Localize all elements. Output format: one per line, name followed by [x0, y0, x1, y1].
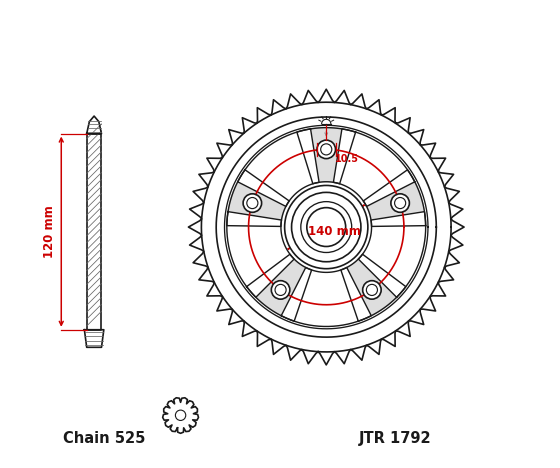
Circle shape: [307, 208, 346, 247]
Circle shape: [243, 194, 262, 212]
Circle shape: [363, 281, 381, 299]
Circle shape: [272, 281, 290, 299]
Polygon shape: [85, 330, 104, 347]
Text: 140 mm: 140 mm: [308, 225, 361, 238]
Text: Chain 525: Chain 525: [63, 431, 145, 446]
Circle shape: [395, 197, 405, 209]
Polygon shape: [227, 212, 294, 297]
Circle shape: [284, 185, 368, 269]
Polygon shape: [341, 254, 406, 321]
Polygon shape: [162, 398, 198, 433]
Circle shape: [225, 125, 428, 329]
Circle shape: [321, 144, 332, 155]
Circle shape: [366, 285, 377, 295]
Polygon shape: [227, 170, 289, 227]
Circle shape: [292, 192, 361, 262]
Polygon shape: [281, 268, 371, 327]
Circle shape: [175, 410, 186, 420]
Polygon shape: [237, 129, 319, 206]
Polygon shape: [358, 212, 426, 297]
Circle shape: [247, 197, 258, 209]
Text: JTR 1792: JTR 1792: [358, 431, 431, 446]
Bar: [87, 134, 101, 330]
Circle shape: [317, 140, 335, 159]
Circle shape: [391, 194, 409, 212]
Polygon shape: [297, 128, 356, 184]
Circle shape: [275, 285, 286, 295]
Polygon shape: [87, 134, 101, 330]
Polygon shape: [188, 89, 464, 365]
Circle shape: [301, 202, 352, 253]
Polygon shape: [333, 129, 415, 206]
Polygon shape: [87, 116, 101, 134]
Text: 120 mm: 120 mm: [43, 205, 56, 258]
Polygon shape: [246, 254, 311, 321]
Polygon shape: [363, 170, 426, 227]
Text: 10.5: 10.5: [334, 154, 358, 164]
